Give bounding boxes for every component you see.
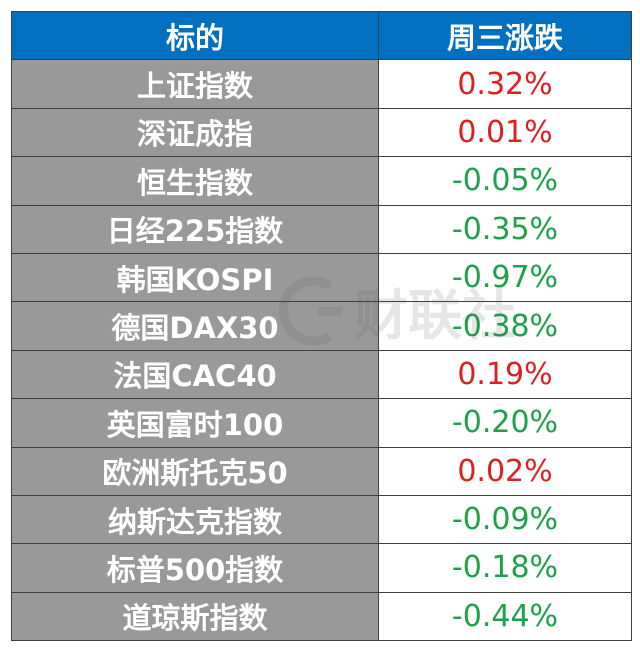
table-row: 日经225指数 -0.35% bbox=[11, 204, 632, 254]
index-change: -0.44% bbox=[378, 591, 632, 642]
index-change: 0.01% bbox=[378, 107, 632, 158]
index-name: 纳斯达克指数 bbox=[11, 494, 379, 545]
table-row: 德国DAX30 -0.38% bbox=[11, 301, 632, 351]
index-name: 标普500指数 bbox=[11, 543, 379, 593]
index-name: 德国DAX30 bbox=[11, 301, 379, 351]
index-change: -0.18% bbox=[378, 543, 632, 593]
table-row: 道琼斯指数 -0.44% bbox=[11, 591, 632, 642]
table-header-row: 标的 周三涨跌 bbox=[11, 10, 632, 61]
index-change: 0.32% bbox=[378, 59, 632, 109]
index-change: -0.35% bbox=[378, 204, 632, 254]
table-row: 英国富时100 -0.20% bbox=[11, 398, 632, 448]
index-name: 法国CAC40 bbox=[11, 349, 379, 400]
table-row: 韩国KOSPI -0.97% bbox=[11, 252, 632, 303]
index-change: -0.05% bbox=[378, 156, 632, 206]
index-change: -0.97% bbox=[378, 252, 632, 303]
index-change-table: 标的 周三涨跌 上证指数 0.32% 深证成指 0.01% 恒生指数 -0.05… bbox=[11, 10, 632, 642]
table-row: 恒生指数 -0.05% bbox=[11, 156, 632, 206]
index-change: -0.09% bbox=[378, 494, 632, 545]
table-row: 法国CAC40 0.19% bbox=[11, 349, 632, 400]
header-change: 周三涨跌 bbox=[378, 10, 632, 61]
table-row: 深证成指 0.01% bbox=[11, 107, 632, 158]
index-name: 欧洲斯托克50 bbox=[11, 446, 379, 496]
index-change: 0.19% bbox=[378, 349, 632, 400]
index-change: 0.02% bbox=[378, 446, 632, 496]
index-change: -0.38% bbox=[378, 301, 632, 351]
index-name: 日经225指数 bbox=[11, 204, 379, 254]
table-row: 欧洲斯托克50 0.02% bbox=[11, 446, 632, 496]
index-name: 道琼斯指数 bbox=[11, 591, 379, 642]
index-name: 韩国KOSPI bbox=[11, 252, 379, 303]
index-name: 英国富时100 bbox=[11, 398, 379, 448]
table-row: 纳斯达克指数 -0.09% bbox=[11, 494, 632, 545]
index-name: 恒生指数 bbox=[11, 156, 379, 206]
index-name: 深证成指 bbox=[11, 107, 379, 158]
table-row: 上证指数 0.32% bbox=[11, 59, 632, 109]
header-name: 标的 bbox=[11, 10, 379, 61]
index-change: -0.20% bbox=[378, 398, 632, 448]
table-row: 标普500指数 -0.18% bbox=[11, 543, 632, 593]
index-name: 上证指数 bbox=[11, 59, 379, 109]
